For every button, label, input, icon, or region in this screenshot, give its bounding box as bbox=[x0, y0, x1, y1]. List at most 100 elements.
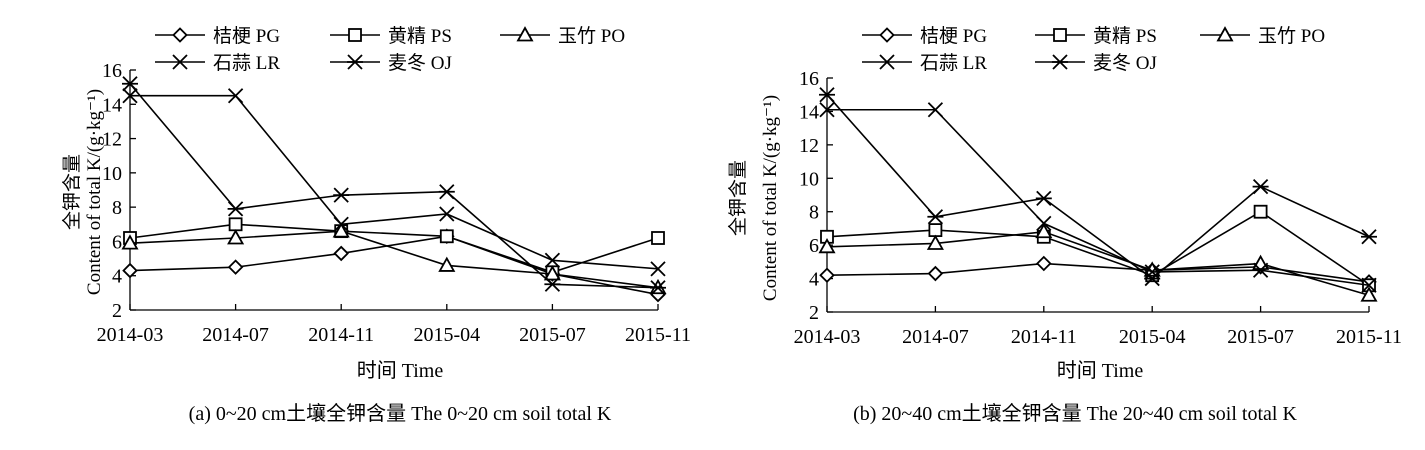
legend-marker bbox=[348, 28, 362, 42]
legend-marker bbox=[1216, 26, 1234, 42]
y-tick-label: 10 bbox=[102, 163, 122, 185]
legend-label: 石蒜 LR bbox=[920, 52, 987, 74]
data-point bbox=[650, 280, 666, 296]
data-point bbox=[1253, 204, 1268, 219]
series-a-2 bbox=[121, 222, 667, 295]
y-tick-label: 16 bbox=[799, 68, 819, 90]
data-point bbox=[1144, 264, 1160, 280]
data-point bbox=[927, 102, 944, 118]
data-point bbox=[819, 102, 835, 118]
y-tick-label: 8 bbox=[809, 202, 819, 224]
legend-b: 桔梗 PG 黄精 PS 玉竹 PO 石蒜 LR 麦冬 OJ bbox=[862, 25, 1325, 74]
data-point bbox=[1035, 222, 1053, 239]
series-b-2 bbox=[818, 222, 1378, 302]
legend-marker bbox=[172, 27, 188, 43]
y-tick-label: 12 bbox=[102, 129, 122, 151]
series-line bbox=[129, 83, 659, 289]
data-point bbox=[651, 231, 665, 245]
legend-label: 黄精 PS bbox=[388, 25, 452, 47]
x-tick-label: 2015-07 bbox=[519, 324, 586, 346]
data-point bbox=[438, 256, 456, 272]
legend-entry: 黄精 PS bbox=[330, 25, 452, 47]
legend-label: 麦冬 OJ bbox=[1093, 52, 1157, 74]
y-tick-label: 14 bbox=[102, 94, 122, 116]
legend-label: 麦冬 OJ bbox=[388, 52, 452, 74]
legend-entry: 石蒜 LR bbox=[155, 52, 280, 74]
x-tick-label: 2014-07 bbox=[902, 326, 969, 348]
legend-entry: 玉竹 PO bbox=[1200, 25, 1325, 47]
data-point bbox=[227, 201, 244, 217]
panel-b-ylabel-en: Content of total K/(g·kg⁻¹) bbox=[760, 95, 781, 301]
y-tick-label: 2 bbox=[809, 302, 819, 324]
data-point bbox=[926, 234, 944, 250]
series-b-4 bbox=[819, 87, 1377, 287]
series-line bbox=[129, 223, 659, 274]
panel-a-caption: (a) 0~20 cm土壤全钾含量 The 0~20 cm soil total… bbox=[189, 402, 612, 425]
y-tick-label: 4 bbox=[809, 269, 819, 291]
y-tick-label: 10 bbox=[799, 168, 819, 190]
data-point bbox=[333, 216, 349, 232]
data-point bbox=[439, 206, 455, 222]
panel-b-caption: (b) 20~40 cm土壤全钾含量 The 20~40 cm soil tot… bbox=[853, 402, 1297, 425]
data-point bbox=[928, 223, 943, 238]
x-tick-label: 2014-11 bbox=[1011, 326, 1077, 348]
y-tick-label: 2 bbox=[112, 300, 122, 322]
data-point bbox=[227, 229, 245, 245]
data-point bbox=[122, 76, 138, 92]
panel-b-xlabel: 时间 Time bbox=[1057, 359, 1144, 382]
data-point bbox=[333, 187, 350, 203]
series-a-4 bbox=[122, 76, 666, 296]
data-point bbox=[543, 265, 561, 281]
panel-b-ylabel-cn: 全钾含量 bbox=[727, 160, 749, 236]
data-point bbox=[1252, 262, 1269, 278]
plot-area-a: 2 4 6 8 10 12 14 16 2014-03 2014-07 2014-11 2015-04… bbox=[97, 60, 691, 346]
panel-a-ylabel-en: Content of total K/(g·kg⁻¹) bbox=[84, 89, 105, 295]
legend-entry: 石蒜 LR bbox=[862, 52, 987, 74]
x-tick-label: 2014-03 bbox=[97, 324, 164, 346]
y-tick-label: 4 bbox=[112, 266, 122, 288]
data-point bbox=[1035, 190, 1052, 206]
legend-entry: 黄精 PS bbox=[1035, 25, 1157, 47]
legend-marker bbox=[879, 54, 895, 70]
data-point bbox=[121, 234, 139, 250]
data-point bbox=[1036, 255, 1052, 272]
data-point bbox=[438, 184, 455, 200]
x-tick-label: 2014-11 bbox=[308, 324, 374, 346]
series-line bbox=[826, 230, 1370, 297]
x-tick-label: 2015-07 bbox=[1227, 326, 1294, 348]
legend-entry: 玉竹 PO bbox=[500, 25, 625, 47]
legend-label: 玉竹 PO bbox=[1258, 25, 1325, 47]
series-line bbox=[129, 230, 659, 289]
legend-a: 桔梗 PG 黄精 PS 玉竹 PO 石蒜 LR 麦冬 OJ bbox=[155, 25, 625, 74]
series-line bbox=[129, 235, 659, 296]
legend-marker bbox=[347, 54, 363, 70]
panel-a: 桔梗 PG 黄精 PS 玉竹 PO 石蒜 LR 麦冬 OJ 全钾含量 Content o… bbox=[61, 25, 691, 425]
data-point bbox=[228, 217, 243, 232]
y-tick-label: 14 bbox=[799, 101, 819, 123]
legend-label: 桔梗 PG bbox=[920, 25, 987, 47]
data-point bbox=[927, 209, 944, 225]
x-tick-label: 2014-07 bbox=[202, 324, 269, 346]
x-tick-label: 2014-03 bbox=[794, 326, 861, 348]
legend-entry: 麦冬 OJ bbox=[330, 52, 452, 74]
y-tick-label: 6 bbox=[112, 231, 122, 253]
data-point bbox=[544, 252, 561, 268]
panel-a-ylabel-cn: 全钾含量 bbox=[61, 154, 83, 230]
data-point bbox=[122, 262, 138, 279]
data-point bbox=[227, 259, 244, 275]
legend-entry: 桔梗 PG bbox=[155, 25, 280, 47]
panel-b: 桔梗 PG 黄精 PS 玉竹 PO 石蒜 LR 麦冬 OJ 全钾含量 Content o… bbox=[727, 25, 1402, 425]
data-point bbox=[1361, 229, 1377, 245]
series-line bbox=[826, 210, 1370, 286]
data-point bbox=[122, 88, 138, 104]
series-line bbox=[826, 262, 1370, 283]
legend-label: 石蒜 LR bbox=[213, 52, 280, 74]
data-point bbox=[439, 229, 454, 244]
series-b-3 bbox=[819, 102, 1377, 293]
series-line bbox=[130, 94, 659, 270]
y-tick-label: 16 bbox=[102, 60, 122, 82]
legend-entry: 桔梗 PG bbox=[862, 25, 987, 47]
legend-entry: 麦冬 OJ bbox=[1035, 52, 1157, 74]
data-point bbox=[1252, 179, 1269, 195]
